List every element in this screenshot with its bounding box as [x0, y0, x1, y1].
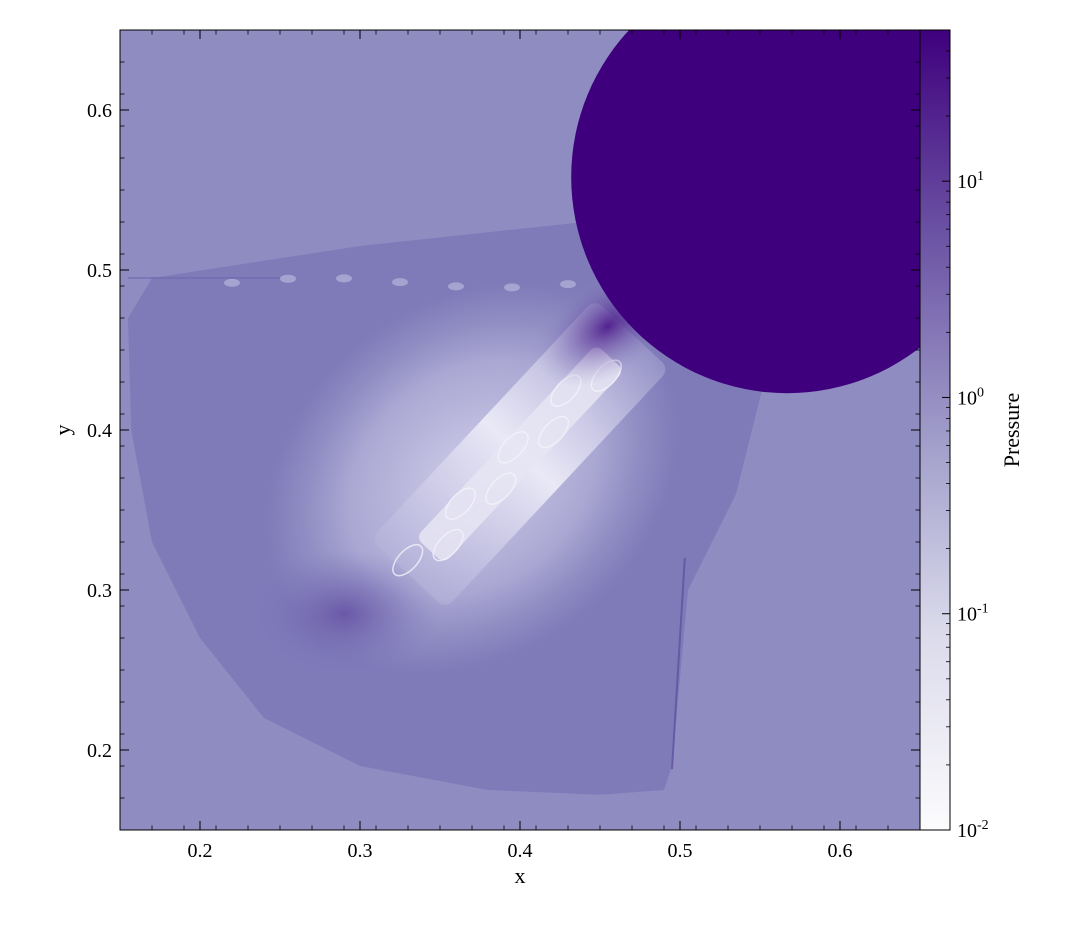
shell-instability: [280, 274, 296, 283]
y-tick-label: 0.2: [87, 740, 112, 762]
x-axis-label: x: [515, 863, 526, 888]
y-tick-label: 0.6: [87, 100, 112, 122]
y-tick-label: 0.5: [87, 260, 112, 282]
colorbar-tick-label: 10-2: [957, 818, 989, 842]
jet-vortex: [444, 487, 477, 520]
y-tick-label: 0.3: [87, 580, 112, 602]
shell-instability: [504, 283, 520, 292]
high-pressure-lobe: [571, 30, 920, 394]
colorbar-tick-label: 10-1: [957, 602, 989, 626]
jet-vortex: [485, 472, 517, 505]
colorbar-tick-label: 101: [957, 169, 984, 193]
shock-front-edge: [671, 557, 686, 770]
x-tick-label: 0.5: [668, 840, 693, 862]
x-tick-label: 0.2: [188, 840, 213, 862]
x-tick-label: 0.4: [508, 840, 533, 862]
jet-vortex: [537, 415, 570, 449]
shell-instability: [448, 282, 464, 291]
jet-vortex: [392, 543, 424, 577]
axes: 0.2 0.3 0.4 0.5 0.6 0.2 0.3 0.4 0.5 0.6: [87, 29, 921, 862]
shell-instability: [224, 278, 240, 287]
jet-vortex: [432, 528, 464, 562]
shell-instability: [560, 280, 576, 289]
y-axis-label: y: [50, 425, 75, 436]
shell-instability: [392, 278, 408, 287]
x-tick-label: 0.6: [828, 840, 853, 862]
colorbar-scale: [920, 30, 950, 830]
colorbar-tick-label: 100: [957, 385, 984, 409]
colorbar-label: Pressure: [999, 393, 1024, 468]
shell-instability: [336, 274, 352, 283]
heatmap-image: [120, 30, 920, 830]
compressed-region: [248, 550, 440, 678]
y-tick-label: 0.4: [87, 420, 112, 442]
colorbar: 10-2 10-1 100 101: [919, 29, 989, 842]
colorbar-frame: [919, 29, 951, 831]
jet-vortex: [497, 431, 529, 464]
x-tick-label: 0.3: [348, 840, 373, 862]
